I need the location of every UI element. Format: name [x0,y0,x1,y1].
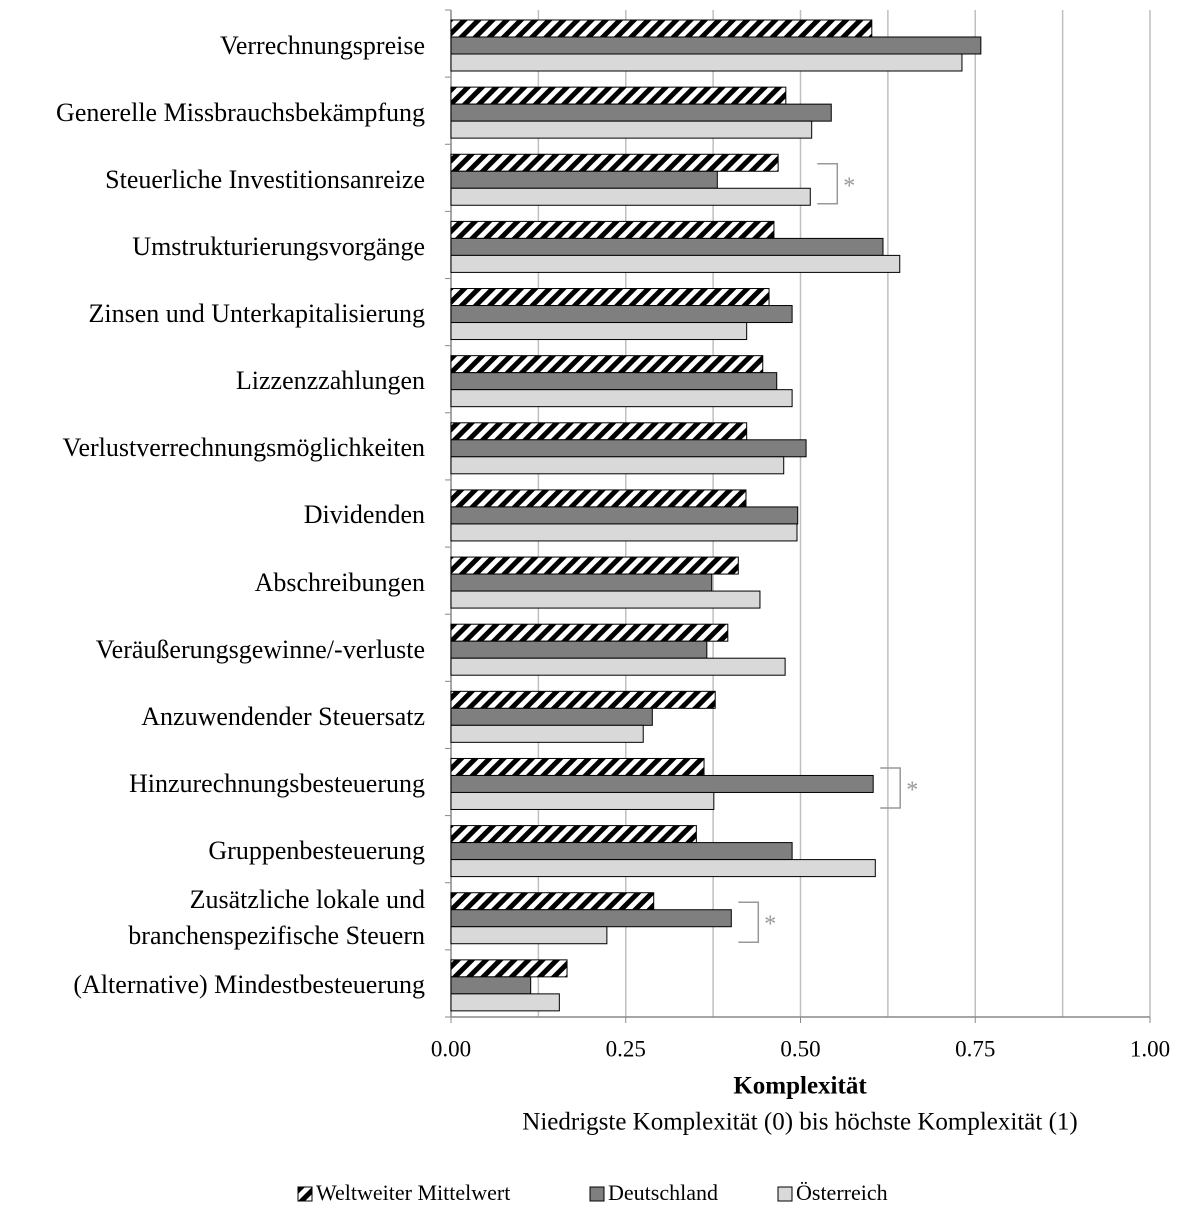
bar [450,774,874,793]
category-label: Umstrukturierungsvorgänge [132,231,425,261]
category-label: Dividenden [303,500,425,530]
bar [450,237,884,256]
bar [450,959,568,978]
bar [450,153,779,172]
legend-swatch [297,1186,313,1202]
bar [450,19,873,38]
bar [450,993,560,1012]
bar [450,976,532,995]
category-label: Lizzenzzahlungen [235,366,425,396]
bar [450,170,718,189]
bar [450,757,705,776]
bar [450,86,787,105]
bar [450,120,813,139]
bar [450,590,761,609]
bar [450,724,644,743]
bar [450,690,716,709]
annotation: * [843,173,855,199]
bar [450,556,739,575]
bar [450,372,778,391]
annotation: * [906,777,918,803]
bar [450,707,653,726]
bar [450,288,770,307]
legend-swatch [777,1186,793,1202]
category-label: Verrechnungspreise [219,30,425,60]
bar [450,523,798,542]
x-tick-label: 0.50 [780,1036,820,1061]
x-axis-title: Komplexität [733,1073,867,1100]
significance-bracket [738,901,760,943]
category-label: Anzuwendender Steuersatz [141,701,425,731]
bar [450,103,832,122]
category-label: Generelle Missbrauchsbekämpfung [56,97,425,127]
bar [450,825,697,844]
bar [450,456,785,475]
bar [450,506,799,525]
bar [450,254,901,273]
legend-label: Weltweiter Mittelwert [316,1180,510,1205]
bar [450,623,729,642]
annotation: * [764,912,776,938]
x-tick-label: 0.75 [955,1036,995,1061]
bar [450,220,775,239]
x-tick-label: 0.00 [431,1036,471,1061]
x-tick-label: 0.25 [606,1036,646,1061]
bar [450,53,963,72]
bar [450,322,748,341]
bar [450,187,811,206]
bar [450,305,793,324]
bar [450,489,747,508]
category-label: Gruppenbesteuerung [208,836,425,866]
bar [450,926,608,945]
bar [450,389,793,408]
significance-bracket [817,163,839,205]
bar [450,640,708,659]
bar [450,573,713,592]
bar [450,657,786,676]
significance-bracket [880,767,901,809]
category-label: Hinzurechnungsbesteuerung [128,768,425,798]
category-label: Steuerliche Investitionsanreize [105,164,425,194]
bar [450,355,764,374]
bar [450,422,748,441]
x-axis-subtitle: Niedrigste Komplexität (0) bis höchste K… [522,1109,1077,1136]
category-label: (Alternative) Mindestbesteuerung [73,970,425,1000]
legend-swatch [589,1186,605,1202]
bar [450,859,876,878]
legend-label: Deutschland [608,1180,718,1205]
bar [450,842,793,861]
category-label: Zinsen und Unterkapitalisierung [88,299,425,329]
category-label: Verlustverrechnungsmöglichkeiten [62,433,425,463]
bar [450,36,982,55]
bar [450,909,732,928]
bar [450,791,715,810]
bar [450,439,807,458]
x-tick-label: 1.00 [1130,1036,1170,1061]
category-label: Veräußerungsgewinne/-verluste [95,634,425,664]
category-label: Abschreibungen [254,567,425,597]
category-label: Zusätzliche lokale und branchenspezifisc… [128,885,425,951]
legend-label: Österreich [796,1180,888,1205]
bar [450,892,655,911]
